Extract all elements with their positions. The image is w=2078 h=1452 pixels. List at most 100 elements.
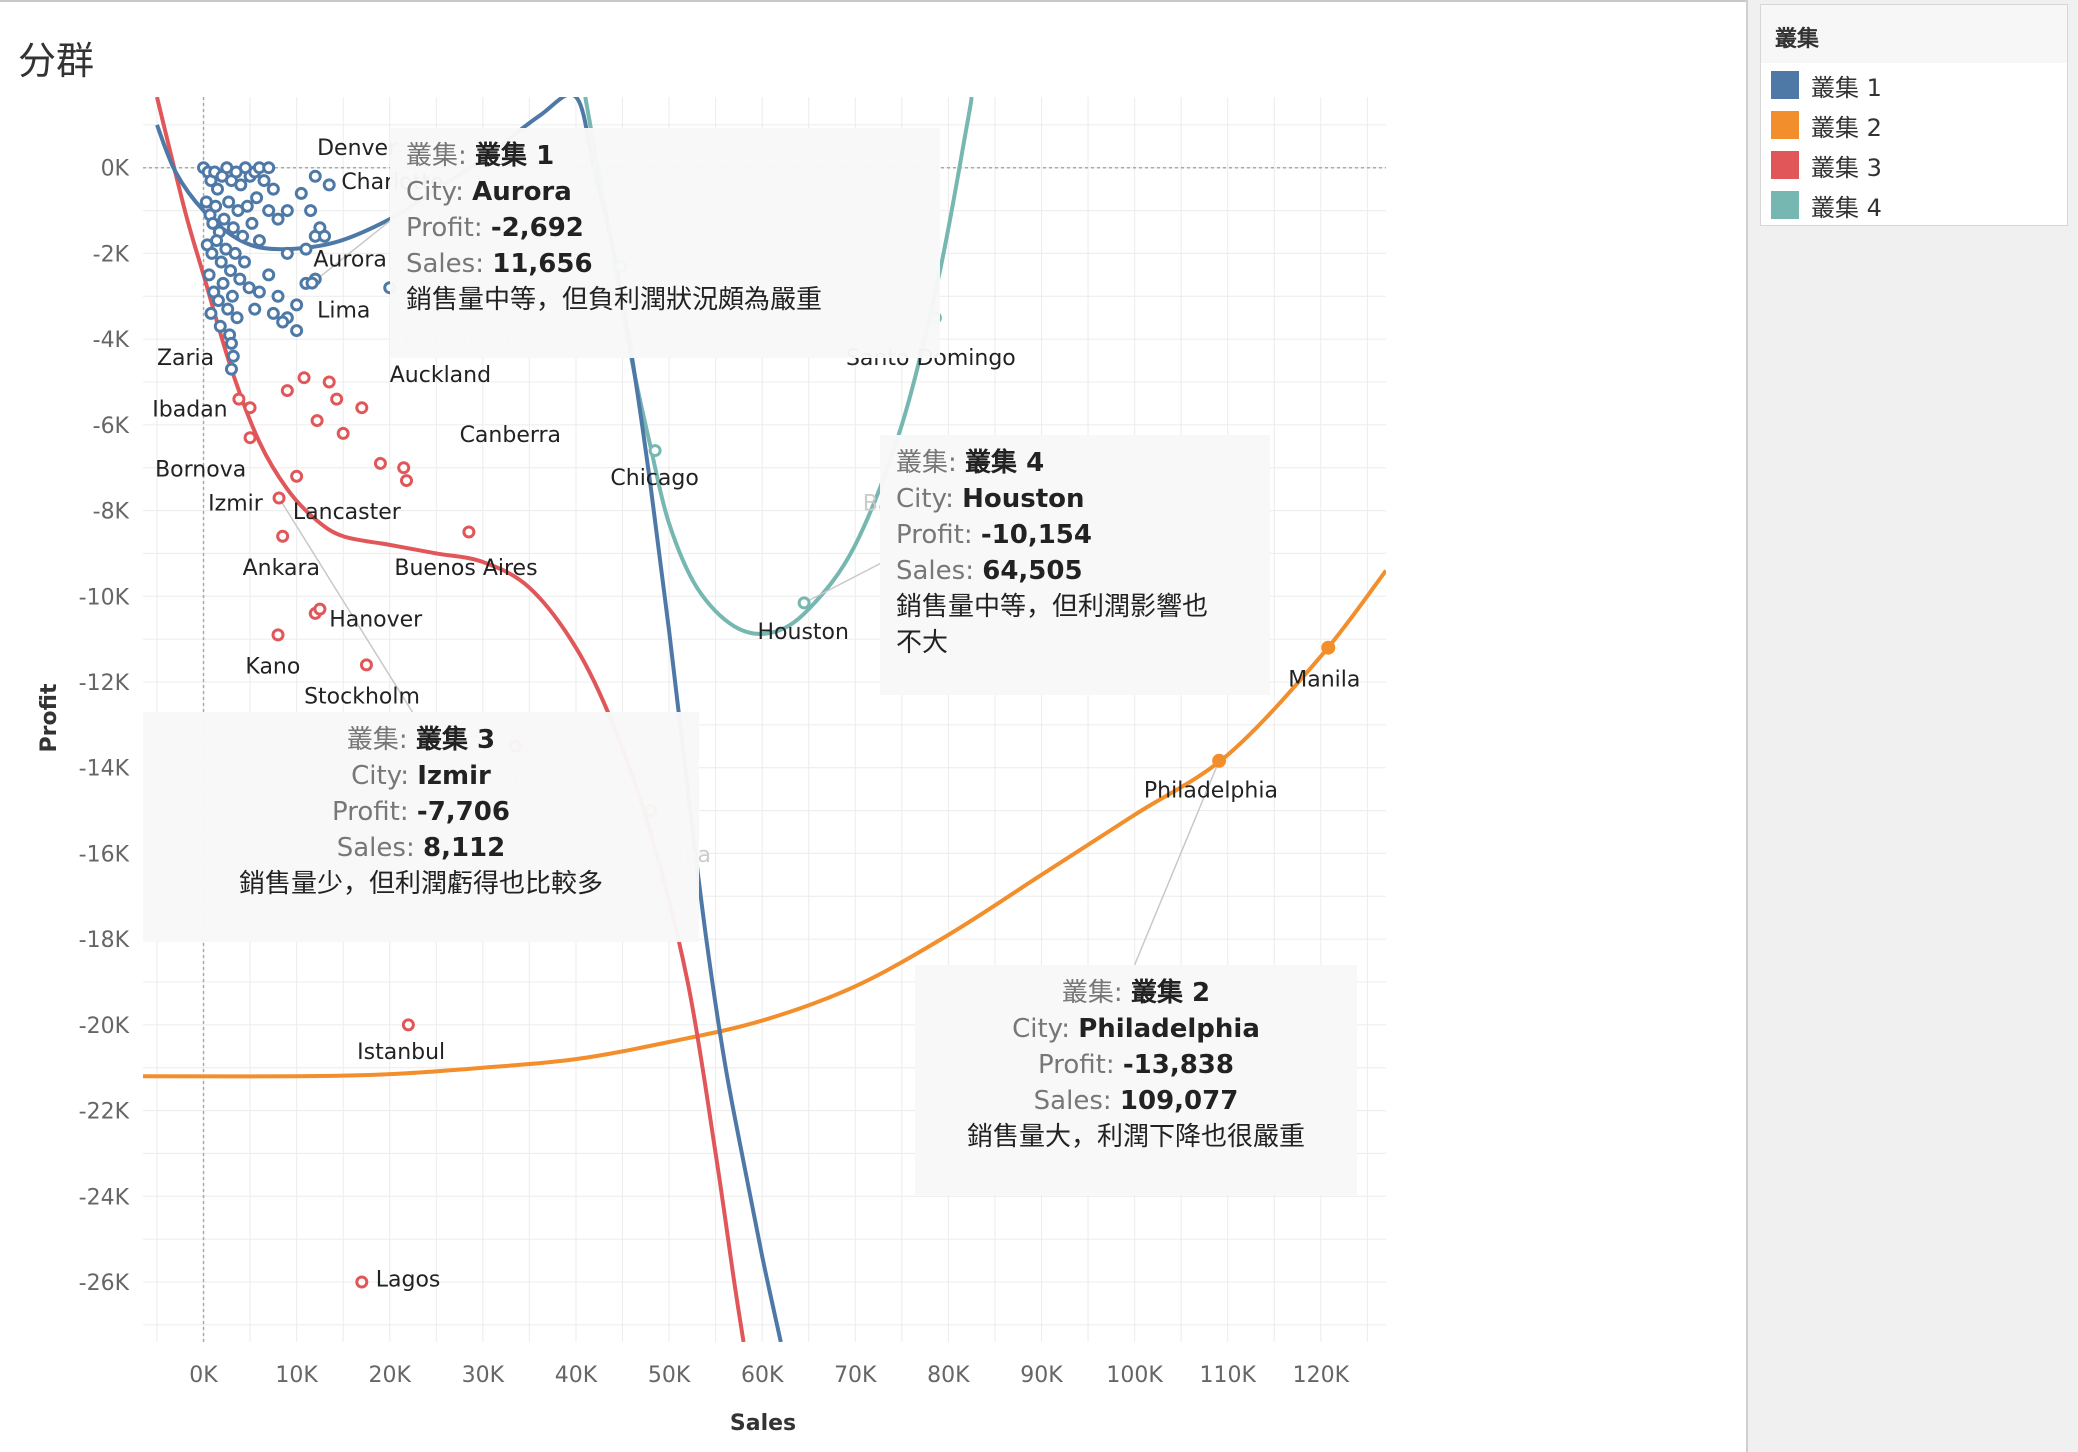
tooltip-cluster-value: 叢集 1 [475, 141, 555, 171]
tooltip-city-value: Aurora [472, 177, 572, 207]
data-point [280, 246, 294, 260]
data-point [299, 242, 313, 256]
data-point [222, 195, 236, 209]
data-point [262, 204, 276, 218]
data-points [197, 161, 1336, 1289]
city-label: Istanbul [357, 1040, 445, 1065]
data-point [462, 525, 476, 539]
tooltip-profit-value: -2,692 [490, 213, 584, 243]
tooltip-profit-value: -13,838 [1122, 1050, 1234, 1080]
legend-title[interactable]: 叢集 [1775, 27, 1820, 52]
tooltip-sales-key: Sales [896, 556, 966, 586]
tooltip-sales-key: Sales [336, 833, 406, 863]
x-tick-label: 110K [1200, 1363, 1257, 1388]
data-point [224, 336, 238, 350]
data-point [234, 178, 248, 192]
x-tick-label: 50K [648, 1363, 691, 1388]
data-point [213, 319, 227, 333]
x-tick-label: 60K [741, 1363, 784, 1388]
city-label: Lagos [376, 1267, 441, 1292]
tooltip-cluster-3: 叢集: 叢集 3 City: Izmir Profit: -7,706 Sale… [143, 712, 699, 942]
legend-item-cluster-1[interactable]: 叢集 1 [1771, 71, 1882, 102]
data-point [399, 474, 413, 488]
data-point [373, 456, 387, 470]
data-point [304, 204, 318, 218]
data-point [266, 182, 280, 196]
y-tick-label: -16K [79, 842, 130, 867]
data-point [336, 426, 350, 440]
data-point [214, 255, 228, 269]
tooltip-city-value: Houston [962, 484, 1085, 514]
data-point [236, 229, 250, 243]
data-point [221, 302, 235, 316]
data-point [224, 264, 238, 278]
tooltip-cluster-4: 叢集: 叢集 4 City: Houston Profit: -10,154 S… [880, 435, 1270, 695]
data-point [257, 174, 271, 188]
x-tick-label: 100K [1106, 1363, 1163, 1388]
data-point [310, 414, 324, 428]
tooltip-cluster-key: 叢集 [346, 725, 399, 755]
data-point [266, 306, 280, 320]
data-point [276, 529, 290, 543]
city-label: Aurora [313, 247, 387, 272]
data-point [217, 212, 231, 226]
tooltip-sales-value: 11,656 [492, 249, 593, 279]
data-point [243, 431, 257, 445]
data-point [648, 444, 662, 458]
tooltip-sales-value: 8,112 [422, 833, 506, 863]
data-point [209, 199, 223, 213]
city-label: Canberra [460, 423, 561, 448]
x-tick-label: 90K [1020, 1363, 1063, 1388]
data-point [228, 246, 242, 260]
legend-item-cluster-3[interactable]: 叢集 3 [1771, 151, 1882, 182]
data-point [397, 461, 411, 475]
city-label: Izmir [208, 492, 264, 517]
tooltip-profit-key: Profit [406, 213, 474, 243]
data-point [322, 375, 336, 389]
tooltip-city-key: City [896, 484, 946, 514]
data-point [271, 628, 285, 642]
legend-item-cluster-4[interactable]: 叢集 4 [1771, 191, 1882, 222]
legend-swatch [1771, 111, 1799, 139]
data-point [202, 268, 216, 282]
x-tick-label: 70K [834, 1363, 877, 1388]
tooltip-sales-value: 64,505 [982, 556, 1083, 586]
tooltip-sales-key: Sales [406, 249, 476, 279]
x-tick-label: 120K [1293, 1363, 1350, 1388]
tooltip-sales-key: Sales [1033, 1086, 1103, 1116]
x-tick-label: 40K [555, 1363, 598, 1388]
tooltip-sales-value: 109,077 [1119, 1086, 1239, 1116]
tooltip-cluster-key: 叢集 [406, 141, 459, 171]
data-point [355, 1275, 369, 1289]
city-label: Zaria [157, 346, 214, 371]
data-point [330, 392, 344, 406]
data-point [206, 216, 220, 230]
tooltip-cluster-value: 叢集 4 [965, 448, 1045, 478]
city-label: Kano [245, 654, 300, 679]
city-label: Denver [317, 136, 398, 161]
data-point [272, 491, 286, 505]
city-label: Philadelphia [1144, 779, 1278, 804]
y-tick-label: -4K [93, 328, 130, 353]
x-axis-title: Sales [730, 1411, 796, 1436]
data-point [252, 285, 266, 299]
tooltip-profit-key: Profit [896, 520, 964, 550]
data-point [262, 268, 276, 282]
data-point [355, 401, 369, 415]
data-point [1321, 640, 1336, 655]
y-axis-title: Profit [37, 683, 62, 752]
tooltip-cluster-value: 叢集 2 [1130, 978, 1211, 1008]
city-label: Ankara [243, 556, 320, 581]
data-point [242, 281, 256, 295]
tooltip-note: 銷售量中等，但利潤影響也 [896, 592, 1209, 622]
data-point [280, 204, 294, 218]
city-label: Buenos Aires [394, 556, 537, 581]
top-border [0, 0, 1748, 2]
data-point [211, 294, 225, 308]
data-point [205, 246, 219, 260]
y-tick-label: -12K [79, 671, 130, 696]
legend-item-cluster-2[interactable]: 叢集 2 [1771, 111, 1882, 142]
data-point [797, 596, 811, 610]
data-point [313, 602, 327, 616]
data-point [401, 1018, 415, 1032]
